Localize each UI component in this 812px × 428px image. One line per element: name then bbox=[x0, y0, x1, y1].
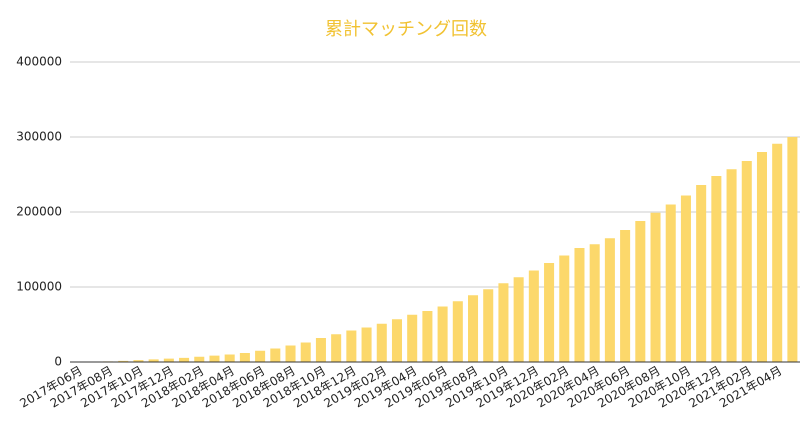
bar bbox=[255, 350, 266, 362]
bar bbox=[635, 221, 646, 362]
bar bbox=[620, 230, 631, 362]
bar bbox=[756, 152, 767, 362]
bar bbox=[239, 353, 250, 362]
bar bbox=[376, 323, 387, 362]
bar bbox=[118, 360, 129, 362]
bar bbox=[437, 306, 448, 362]
bar bbox=[361, 327, 372, 362]
bar bbox=[391, 319, 402, 362]
bar bbox=[179, 357, 190, 362]
bar bbox=[604, 238, 615, 362]
bar bbox=[544, 263, 555, 362]
bar bbox=[300, 342, 311, 362]
y-tick-label: 100000 bbox=[16, 280, 62, 294]
bar bbox=[331, 334, 342, 362]
bar bbox=[148, 359, 159, 362]
bar bbox=[209, 355, 220, 362]
bar bbox=[650, 212, 661, 362]
bar bbox=[315, 338, 326, 362]
bar bbox=[163, 358, 174, 362]
chart-title: 累計マッチング回数 bbox=[325, 19, 487, 40]
y-tick-label: 300000 bbox=[16, 130, 62, 144]
bar bbox=[133, 360, 144, 362]
y-tick-label: 0 bbox=[54, 355, 62, 369]
bar bbox=[559, 255, 570, 362]
bar bbox=[194, 356, 205, 362]
bar bbox=[468, 295, 479, 362]
bar bbox=[422, 311, 433, 362]
bar bbox=[589, 244, 600, 362]
bar bbox=[407, 314, 418, 362]
bar bbox=[528, 270, 539, 362]
bar bbox=[452, 301, 463, 362]
bar bbox=[346, 330, 357, 362]
bar bbox=[772, 143, 783, 362]
bar bbox=[285, 345, 296, 362]
bar bbox=[787, 137, 798, 362]
bar bbox=[483, 289, 494, 362]
bar bbox=[726, 169, 737, 362]
bar bbox=[224, 354, 235, 362]
bar bbox=[270, 348, 281, 362]
bar bbox=[498, 283, 509, 362]
bar bbox=[513, 277, 524, 362]
bar bbox=[680, 195, 691, 362]
y-tick-label: 400000 bbox=[16, 55, 62, 69]
bar bbox=[696, 185, 707, 362]
y-tick-label: 200000 bbox=[16, 205, 62, 219]
bar bbox=[574, 248, 585, 362]
bar bbox=[665, 204, 676, 362]
bar bbox=[711, 176, 722, 362]
bar bbox=[741, 161, 752, 362]
